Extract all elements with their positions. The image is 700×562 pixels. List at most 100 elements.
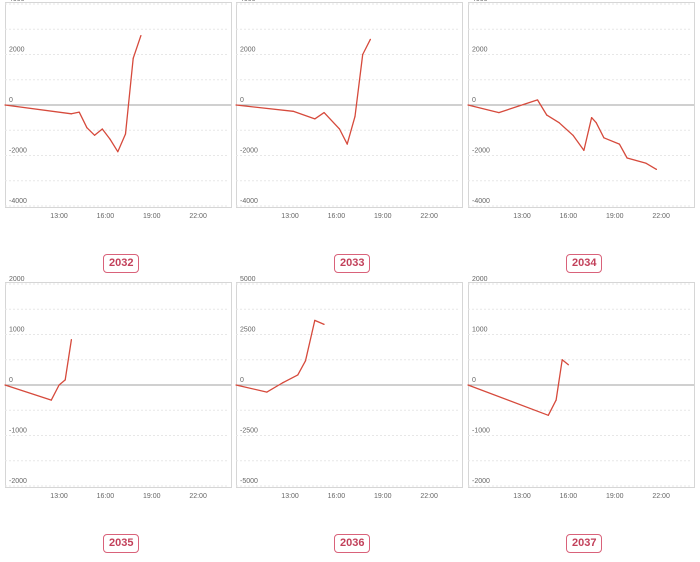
y-tick-label: 2000 xyxy=(9,47,25,54)
series-line xyxy=(467,359,569,416)
series-line xyxy=(4,35,142,153)
code-button-2036[interactable]: 2036 xyxy=(334,534,371,553)
y-tick-label: -4000 xyxy=(9,198,27,205)
y-tick-label: -2000 xyxy=(9,148,27,155)
x-tick-label: 16:00 xyxy=(560,213,578,220)
x-tick-label: 16:00 xyxy=(328,493,346,500)
code-button-2034[interactable]: 2034 xyxy=(566,254,603,273)
x-tick-label: 16:00 xyxy=(328,213,346,220)
x-tick-label: 19:00 xyxy=(374,213,392,220)
y-tick-label: 2000 xyxy=(240,47,256,54)
chart-panel-2036: 5000 2500 0 -2500 -5000 13:00 16:00 19:00 22:00 2… xyxy=(235,276,467,562)
code-button-2037[interactable]: 2037 xyxy=(566,534,603,553)
data-point xyxy=(235,384,237,386)
x-tick-label: 13:00 xyxy=(513,493,531,500)
data-point xyxy=(467,104,469,106)
x-tick-label: 22:00 xyxy=(652,213,670,220)
chart-panel-2035: 2000 1000 0 -1000 -2000 13:00 16:00 19:00 22:00 2… xyxy=(4,276,236,562)
chart-panel-2037: 2000 1000 0 -1000 -2000 13:00 16:00 19:00 22:00 2… xyxy=(467,276,699,562)
data-point xyxy=(323,111,325,114)
data-point xyxy=(132,57,134,59)
data-point xyxy=(314,319,316,321)
series-line xyxy=(467,99,657,170)
data-point xyxy=(603,137,605,139)
data-point xyxy=(645,162,647,164)
data-point xyxy=(354,115,356,117)
data-point xyxy=(555,399,557,401)
code-button-2033[interactable]: 2033 xyxy=(334,254,371,273)
data-point xyxy=(78,111,80,113)
y-tick-label: 4000 xyxy=(240,0,256,3)
data-point xyxy=(70,338,73,341)
x-tick-label: 22:00 xyxy=(189,493,207,500)
data-point xyxy=(58,384,60,386)
x-tick-label: 16:00 xyxy=(560,493,578,500)
chart-panel-2033: 4000 2000 0 -2000 -4000 13:00 16:00 19:00 22:00 2… xyxy=(235,0,467,282)
y-tick-label: 0 xyxy=(240,377,244,384)
data-point xyxy=(314,118,316,120)
data-point xyxy=(558,122,560,124)
y-tick-label: -2000 xyxy=(9,478,27,485)
series-line xyxy=(235,39,371,145)
data-point xyxy=(94,134,96,136)
line-chart: 2000 1000 0 -1000 -2000 13:00 16:00 19:00 22:00 xyxy=(467,276,694,500)
y-tick-label: 0 xyxy=(9,97,13,104)
y-tick-label: -1000 xyxy=(9,428,27,435)
data-point xyxy=(101,128,103,130)
line-chart: 4000 2000 0 -2000 -4000 13:00 16:00 19:00 22:00 xyxy=(235,0,462,220)
x-tick-label: 13:00 xyxy=(50,493,68,500)
y-tick-label: 5000 xyxy=(240,276,256,283)
y-tick-label: 2000 xyxy=(9,276,25,283)
x-tick-label: 16:00 xyxy=(97,213,115,220)
x-tick-label: 13:00 xyxy=(281,213,299,220)
data-point xyxy=(70,113,73,115)
chart-panel-2032: 4000 2000 0 -2000 -4000 13:00 16:00 19:00 22:00 2… xyxy=(4,0,236,282)
series-line xyxy=(4,339,73,401)
y-tick-label: 2000 xyxy=(472,276,488,283)
x-tick-label: 13:00 xyxy=(513,213,531,220)
y-tick-label: 0 xyxy=(9,377,13,384)
code-button-2035[interactable]: 2035 xyxy=(103,534,140,553)
y-tick-label: -1000 xyxy=(472,428,490,435)
data-point xyxy=(338,128,341,130)
y-tick-label: 1000 xyxy=(472,327,488,334)
data-point xyxy=(124,133,127,135)
x-tick-label: 19:00 xyxy=(143,213,161,220)
data-point xyxy=(561,359,563,361)
data-point xyxy=(572,134,574,136)
x-tick-label: 22:00 xyxy=(420,213,438,220)
y-tick-label: -2000 xyxy=(240,148,258,155)
data-point xyxy=(64,379,66,381)
x-tick-label: 13:00 xyxy=(50,213,68,220)
data-point xyxy=(626,157,628,159)
data-point xyxy=(109,138,111,140)
x-tick-label: 22:00 xyxy=(189,213,207,220)
data-point xyxy=(235,104,237,106)
y-tick-label: -4000 xyxy=(240,198,258,205)
y-tick-label: 4000 xyxy=(9,0,25,3)
data-point xyxy=(4,104,6,106)
data-point xyxy=(583,149,585,152)
y-tick-label: 2000 xyxy=(472,47,488,54)
data-point xyxy=(4,384,6,386)
y-tick-label: 4000 xyxy=(472,0,488,3)
x-tick-label: 16:00 xyxy=(97,493,115,500)
data-point xyxy=(546,114,548,116)
x-tick-label: 13:00 xyxy=(281,493,299,500)
data-point xyxy=(590,117,593,119)
line-chart: 5000 2500 0 -2500 -5000 13:00 16:00 19:00 22:00 xyxy=(235,276,462,500)
data-point xyxy=(618,143,620,145)
y-tick-label: 0 xyxy=(472,377,476,384)
data-point xyxy=(86,127,88,129)
data-point xyxy=(547,414,549,416)
y-tick-label: -2000 xyxy=(472,148,490,155)
line-chart: 4000 2000 0 -2000 -4000 13:00 16:00 19:00 22:00 xyxy=(4,0,231,220)
line-chart: 4000 2000 0 -2000 -4000 13:00 16:00 19:00 22:00 xyxy=(467,0,694,220)
y-tick-label: 0 xyxy=(240,97,244,104)
data-point xyxy=(498,111,500,114)
y-tick-label: -2500 xyxy=(240,428,258,435)
data-point xyxy=(323,323,325,325)
code-button-2032[interactable]: 2032 xyxy=(103,254,140,273)
data-point xyxy=(117,151,119,153)
x-tick-label: 19:00 xyxy=(606,213,624,220)
